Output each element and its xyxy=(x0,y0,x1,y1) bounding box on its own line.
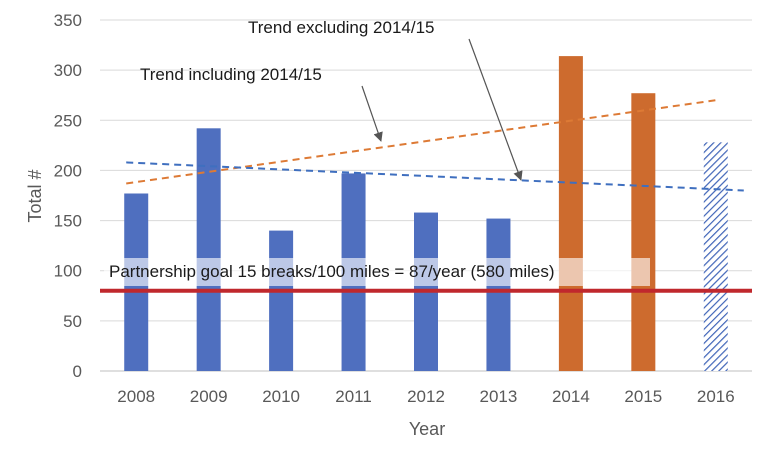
y-tick-label: 350 xyxy=(54,11,82,30)
x-tick-label: 2010 xyxy=(262,387,300,406)
x-axis-title: Year xyxy=(409,419,445,439)
goal-group: Partnership goal 15 breaks/100 miles = 8… xyxy=(100,258,752,293)
y-tick-label: 50 xyxy=(63,312,82,331)
bars xyxy=(124,56,728,372)
y-tick-label: 150 xyxy=(54,212,82,231)
y-tick-label: 100 xyxy=(54,262,82,281)
x-tick-label: 2016 xyxy=(697,387,735,406)
y-tick-label: 200 xyxy=(54,161,82,180)
y-tick-label: 300 xyxy=(54,61,82,80)
x-tick-label: 2015 xyxy=(624,387,662,406)
y-tick-label: 0 xyxy=(73,362,82,381)
y-axis-title: Total # xyxy=(25,169,45,222)
x-tick-label: 2014 xyxy=(552,387,590,406)
bar-2013 xyxy=(486,218,511,371)
x-tick-label: 2013 xyxy=(480,387,518,406)
bar-2009 xyxy=(196,128,221,371)
annotation-trend-including: Trend including 2014/15 xyxy=(140,65,322,84)
bar-2015 xyxy=(631,93,656,372)
goal-label-background xyxy=(104,258,650,286)
x-tick-label: 2009 xyxy=(190,387,228,406)
annotation-trend-excluding: Trend excluding 2014/15 xyxy=(248,18,435,37)
x-tick-label: 2011 xyxy=(335,387,372,406)
x-axis-ticks: 2008 2009 2010 2011 2012 2013 2014 2015 2016 xyxy=(117,387,734,406)
bar-2010 xyxy=(269,230,294,371)
y-axis-ticks: 0 50 100 150 200 250 300 350 xyxy=(54,11,82,381)
x-tick-label: 2008 xyxy=(117,387,155,406)
annotation-arrow-excluding xyxy=(468,38,523,181)
trend-line-including xyxy=(126,99,716,185)
x-tick-label: 2012 xyxy=(407,387,445,406)
annotation-arrow-including xyxy=(361,85,383,142)
y-tick-label: 250 xyxy=(54,111,82,130)
goal-label: Partnership goal 15 breaks/100 miles = 8… xyxy=(109,262,555,281)
bar-2016 xyxy=(703,142,728,371)
bar-2014 xyxy=(558,56,583,372)
